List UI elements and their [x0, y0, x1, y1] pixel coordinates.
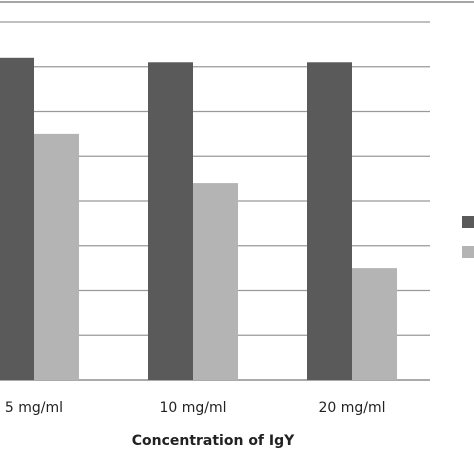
- bar: [193, 183, 238, 380]
- x-axis-label: Concentration of IgY: [132, 433, 295, 449]
- x-tick-label: 10 mg/ml: [159, 400, 226, 416]
- bar: [0, 57, 34, 381]
- bar: [307, 62, 352, 381]
- legend-marker: [462, 216, 474, 228]
- x-tick-label: 20 mg/ml: [318, 400, 385, 416]
- x-tick-label: 5 mg/ml: [5, 400, 63, 416]
- bar: [352, 268, 397, 380]
- bar: [148, 62, 193, 381]
- bar: [34, 133, 79, 380]
- legend-marker: [462, 246, 474, 258]
